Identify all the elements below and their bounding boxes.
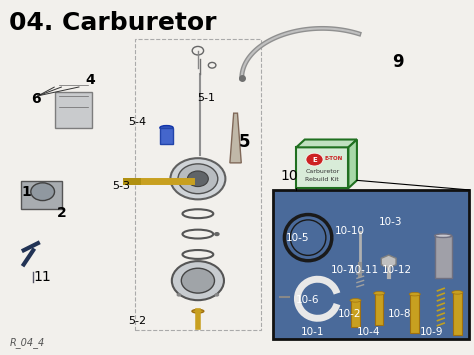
Circle shape (178, 164, 218, 194)
Text: 6: 6 (31, 92, 40, 106)
Circle shape (306, 153, 323, 166)
Text: 4: 4 (85, 73, 95, 87)
Text: 10-3: 10-3 (379, 217, 403, 227)
Ellipse shape (409, 293, 420, 296)
Ellipse shape (160, 126, 173, 130)
Polygon shape (230, 113, 241, 163)
Text: 10-5: 10-5 (285, 233, 309, 243)
Ellipse shape (350, 299, 361, 302)
Text: 11: 11 (34, 270, 52, 284)
Text: E-TON: E-TON (325, 156, 343, 161)
Circle shape (172, 261, 224, 300)
Circle shape (181, 268, 214, 293)
Text: 10-12: 10-12 (382, 265, 412, 275)
Text: 10-6: 10-6 (295, 295, 319, 305)
Ellipse shape (452, 291, 463, 294)
Ellipse shape (374, 291, 385, 295)
Ellipse shape (192, 310, 204, 313)
Text: 10-2: 10-2 (338, 309, 362, 319)
Text: R_04_4: R_04_4 (9, 337, 45, 348)
Bar (435, 236, 452, 278)
Circle shape (187, 171, 208, 187)
Text: 5-3: 5-3 (112, 181, 130, 191)
Text: 5: 5 (238, 133, 250, 151)
Circle shape (31, 183, 55, 201)
Text: 10-10: 10-10 (334, 226, 365, 236)
Bar (296, 147, 348, 188)
Polygon shape (296, 140, 357, 147)
Text: 5-4: 5-4 (128, 118, 146, 127)
Text: 10-8: 10-8 (388, 309, 411, 319)
Text: 5-1: 5-1 (197, 93, 215, 103)
Text: 1: 1 (21, 185, 31, 199)
Bar (21, 181, 62, 209)
Text: 10-1: 10-1 (301, 327, 325, 337)
Bar (160, 128, 173, 144)
Circle shape (176, 293, 181, 297)
Text: 04. Carburetor: 04. Carburetor (9, 11, 217, 35)
Text: 5-2: 5-2 (128, 316, 146, 326)
Text: 9: 9 (392, 53, 404, 71)
Text: 10-11: 10-11 (349, 265, 379, 275)
Text: Carburetor: Carburetor (305, 169, 339, 174)
Ellipse shape (435, 234, 452, 237)
Text: Rebuild Kit: Rebuild Kit (305, 177, 339, 182)
Circle shape (214, 232, 219, 236)
Bar (410, 294, 419, 333)
Text: 10-7: 10-7 (330, 265, 354, 275)
Bar (375, 293, 383, 325)
Bar (273, 190, 469, 339)
Text: 10-9: 10-9 (419, 327, 443, 337)
Polygon shape (348, 140, 357, 188)
Bar (351, 300, 360, 327)
Bar (453, 293, 462, 335)
Circle shape (306, 290, 329, 308)
Text: 2: 2 (57, 206, 66, 220)
Text: 10: 10 (280, 169, 298, 183)
Circle shape (170, 158, 225, 200)
Bar (135, 39, 261, 330)
Circle shape (214, 293, 219, 297)
Text: E: E (312, 157, 317, 163)
Text: 10-4: 10-4 (357, 327, 381, 337)
Bar (55, 92, 92, 128)
